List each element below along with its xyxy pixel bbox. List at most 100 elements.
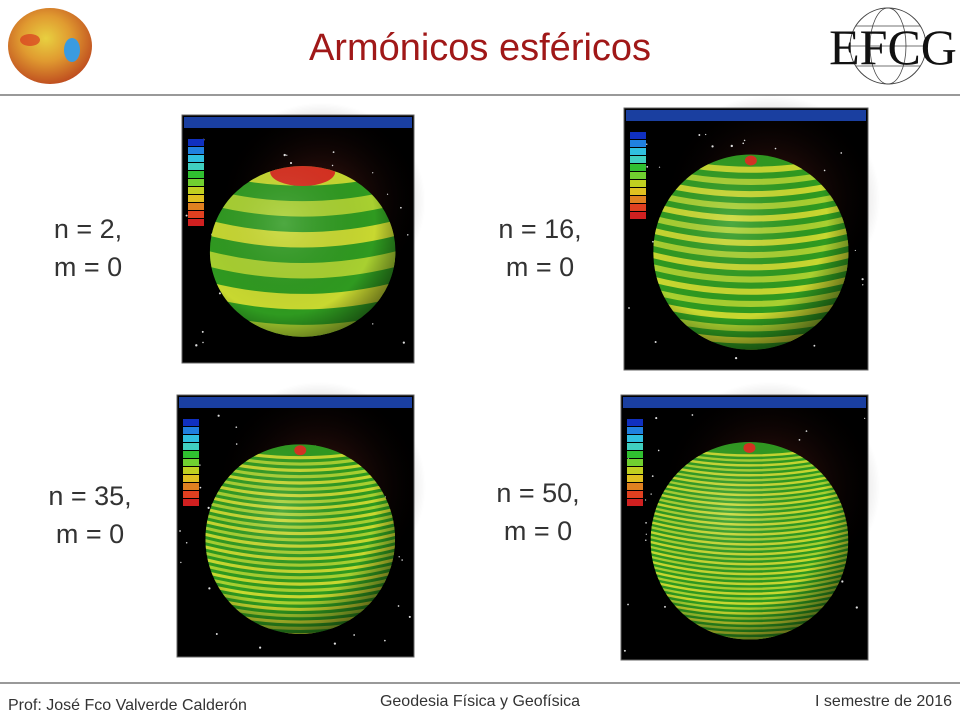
star <box>202 341 204 344</box>
star <box>208 587 211 590</box>
star <box>813 344 816 347</box>
legend-swatch <box>188 203 204 210</box>
star <box>179 530 181 532</box>
legend-swatch <box>188 171 204 178</box>
star <box>841 580 844 583</box>
panel-label: n = 2, <box>54 214 122 244</box>
star <box>286 154 288 156</box>
star <box>691 414 694 416</box>
star <box>652 240 654 243</box>
legend-swatch <box>627 419 643 426</box>
star <box>401 559 403 561</box>
legend-swatch <box>630 156 646 163</box>
star <box>397 605 400 607</box>
geoid-logo <box>8 8 92 84</box>
star <box>400 206 402 209</box>
logo-text: EFCG <box>829 19 957 75</box>
legend-swatch <box>630 140 646 147</box>
legend-swatch <box>630 132 646 139</box>
star <box>798 439 801 441</box>
star <box>664 605 666 608</box>
legend-swatch <box>183 427 199 434</box>
legend-swatch <box>630 164 646 171</box>
legend-swatch <box>183 483 199 490</box>
harmonic-image <box>181 102 426 364</box>
star <box>199 486 202 489</box>
star <box>743 139 746 142</box>
legend-swatch <box>630 204 646 211</box>
star <box>711 145 714 148</box>
legend-swatch <box>630 188 646 195</box>
star <box>742 142 745 145</box>
panel-label: m = 0 <box>56 519 124 549</box>
star <box>864 417 866 420</box>
star <box>283 153 286 157</box>
star <box>658 166 661 168</box>
sphere <box>209 166 396 337</box>
star <box>331 164 334 167</box>
star <box>646 143 648 145</box>
star <box>730 144 733 148</box>
star <box>217 414 220 417</box>
star <box>774 147 777 150</box>
legend-swatch <box>183 459 199 466</box>
star <box>201 330 204 333</box>
sphere-shade <box>653 154 849 350</box>
panel-label: n = 35, <box>48 481 131 511</box>
legend-swatch <box>188 155 204 162</box>
star <box>332 151 335 154</box>
legend-swatch <box>630 212 646 219</box>
star <box>407 234 409 236</box>
legend-swatch <box>188 163 204 170</box>
legend-swatch <box>183 435 199 442</box>
panel-label: m = 0 <box>54 252 122 282</box>
star <box>645 533 647 535</box>
star <box>623 649 626 652</box>
star <box>654 340 657 343</box>
legend-swatch <box>188 147 204 154</box>
sphere-shade <box>209 166 396 337</box>
toolbar <box>179 397 412 408</box>
star <box>645 521 647 524</box>
legend-swatch <box>630 196 646 203</box>
star <box>384 639 386 642</box>
legend-swatch <box>627 475 643 482</box>
harmonic-image <box>176 381 426 658</box>
sphere-shade <box>650 441 849 640</box>
legend-swatch <box>630 148 646 155</box>
legend-swatch <box>188 187 204 194</box>
star <box>650 493 652 495</box>
legend-swatch <box>627 435 643 442</box>
star <box>734 357 738 360</box>
panel-label: n = 16, <box>498 214 581 244</box>
star <box>185 214 188 217</box>
legend-swatch <box>630 172 646 179</box>
star <box>408 615 411 618</box>
sphere <box>650 441 849 640</box>
star <box>840 152 843 154</box>
star <box>372 323 374 325</box>
star <box>644 499 647 501</box>
legend-swatch <box>188 219 204 226</box>
legend-swatch <box>188 195 204 202</box>
legend-swatch <box>183 491 199 498</box>
sphere <box>205 444 396 634</box>
star <box>705 133 707 136</box>
legend-swatch <box>627 451 643 458</box>
legend-swatch <box>627 443 643 450</box>
star <box>645 539 647 541</box>
star <box>823 169 826 172</box>
legend-swatch <box>627 499 643 506</box>
star <box>215 633 218 635</box>
panel-label: m = 0 <box>504 516 572 546</box>
star <box>646 165 649 168</box>
star <box>862 284 864 286</box>
legend-swatch <box>183 467 199 474</box>
harmonic-image <box>623 94 881 371</box>
harmonic-image <box>620 381 881 661</box>
legend-swatch <box>183 451 199 458</box>
sphere <box>653 154 849 350</box>
efcg-logo: EFCG <box>829 7 957 85</box>
legend-swatch <box>188 211 204 218</box>
